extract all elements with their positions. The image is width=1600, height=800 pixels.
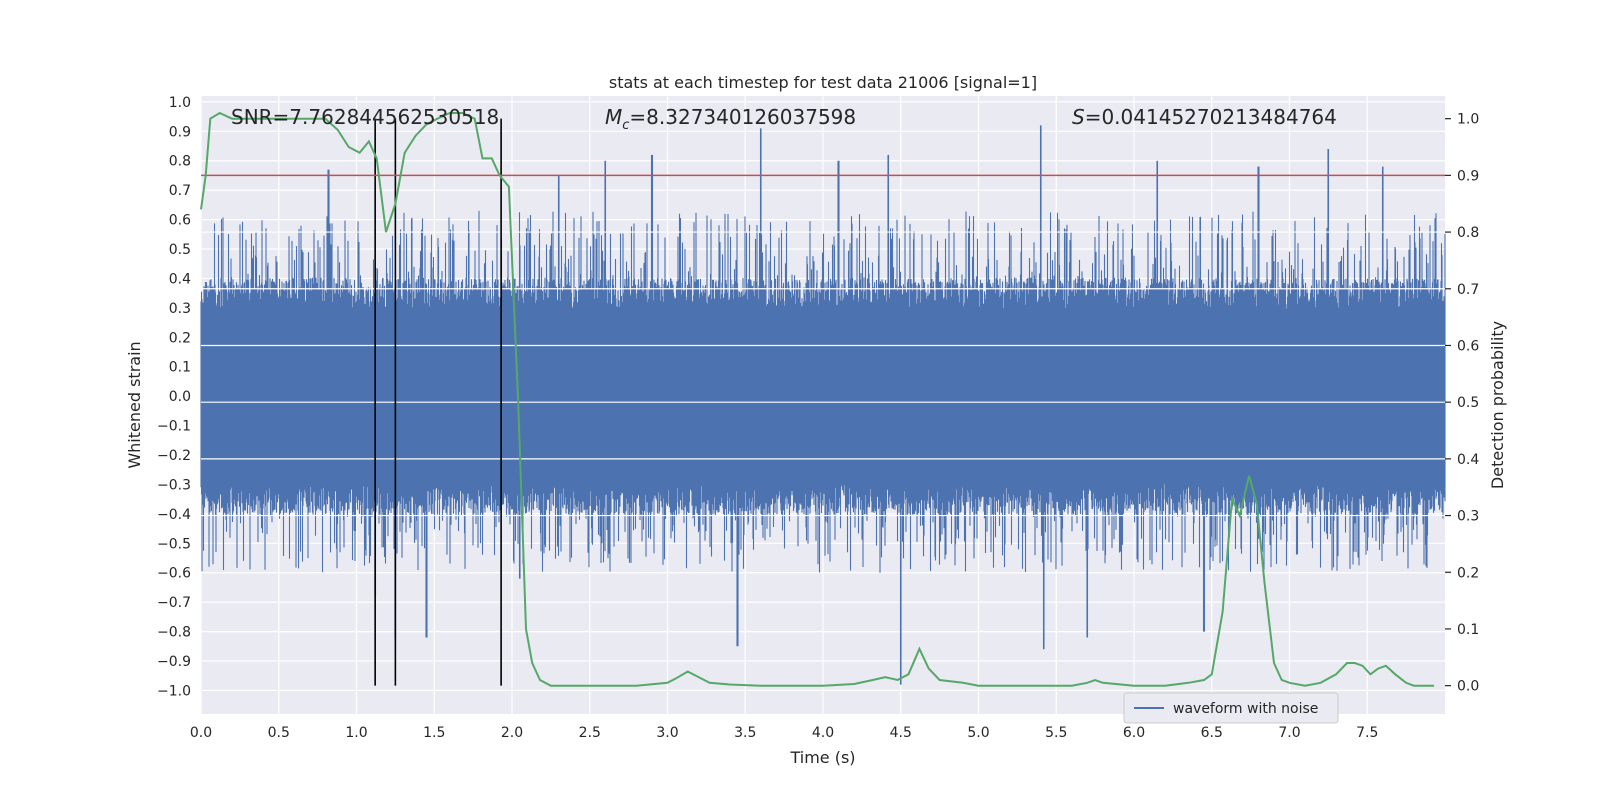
left-y-tick-label: −0.8 bbox=[157, 625, 191, 641]
x-tick-label: 7.5 bbox=[1356, 725, 1378, 741]
chirp-mass-annotation: Mc=8.327340126037598 bbox=[605, 105, 856, 133]
x-tick-label: 0.0 bbox=[190, 725, 212, 741]
left-y-tick-label: 0.1 bbox=[169, 360, 191, 376]
left-y-tick-label: −0.5 bbox=[157, 536, 191, 552]
legend: waveform with noise bbox=[1123, 692, 1339, 724]
legend-label: waveform with noise bbox=[1173, 701, 1318, 717]
left-y-tick-label: 0.2 bbox=[169, 330, 191, 346]
left-y-tick-label: −0.7 bbox=[157, 595, 191, 611]
x-tick-label: 7.0 bbox=[1278, 725, 1300, 741]
x-tick-label: 3.0 bbox=[656, 725, 678, 741]
chirp-mass-value: =8.327340126037598 bbox=[629, 105, 856, 129]
right-y-tick-label: 0.8 bbox=[1457, 225, 1479, 241]
right-y-tick-label: 0.0 bbox=[1457, 679, 1479, 695]
left-y-tick-label: 0.0 bbox=[169, 389, 191, 405]
grid-overlay bbox=[201, 231, 1445, 517]
x-axis-ticks: 0.0 0.5 1.0 1.5 2.0 2.5 3.0 3.5 4.0 4.5 5.0 5.5 6.0 6… bbox=[190, 725, 1379, 741]
left-y-tick-label: 0.4 bbox=[169, 271, 191, 287]
x-tick-label: 3.5 bbox=[734, 725, 756, 741]
right-y-tick-label: 0.6 bbox=[1457, 338, 1479, 354]
x-tick-label: 4.5 bbox=[890, 725, 912, 741]
left-y-tick-label: 0.7 bbox=[169, 183, 191, 199]
left-y-tick-label: −0.3 bbox=[157, 477, 191, 493]
x-tick-label: 2.5 bbox=[579, 725, 601, 741]
event-markers bbox=[374, 118, 502, 686]
right-y-tick-label: 0.2 bbox=[1457, 565, 1479, 581]
right-y-tick-label: 0.1 bbox=[1457, 622, 1479, 638]
x-tick-label: 6.0 bbox=[1123, 725, 1145, 741]
left-y-tick-label: 0.8 bbox=[169, 154, 191, 170]
s-symbol: S bbox=[1072, 105, 1085, 129]
chirp-mass-symbol: M bbox=[605, 105, 622, 129]
left-y-tick-label: −0.4 bbox=[157, 507, 191, 523]
right-y-tick-label: 0.7 bbox=[1457, 282, 1479, 298]
chart-title: stats at each timestep for test data 210… bbox=[609, 73, 1037, 92]
right-y-tick-label: 0.5 bbox=[1457, 395, 1479, 411]
x-tick-label: 0.5 bbox=[268, 725, 290, 741]
left-y-tick-label: −0.1 bbox=[157, 419, 191, 435]
left-y-tick-label: −0.6 bbox=[157, 566, 191, 582]
left-y-tick-label: 1.0 bbox=[169, 95, 191, 111]
x-tick-label: 1.5 bbox=[423, 725, 445, 741]
left-y-tick-label: 0.6 bbox=[169, 213, 191, 229]
right-y-tick-label: 0.3 bbox=[1457, 509, 1479, 525]
left-y-tick-label: −0.2 bbox=[157, 448, 191, 464]
x-tick-label: 5.0 bbox=[967, 725, 989, 741]
right-y-axis-ticks: 1.0 0.9 0.8 0.7 0.6 0.5 0.4 0.3 0.2 0.1 0.0 bbox=[1445, 112, 1479, 695]
left-y-tick-label: 0.3 bbox=[169, 301, 191, 317]
s-value: =0.041452702134847​64 bbox=[1085, 105, 1337, 129]
left-y-axis-label: Whitened strain bbox=[125, 341, 144, 468]
x-tick-label: 4.0 bbox=[812, 725, 834, 741]
x-tick-label: 1.0 bbox=[345, 725, 367, 741]
left-y-tick-label: −0.9 bbox=[157, 654, 191, 670]
x-tick-label: 6.5 bbox=[1201, 725, 1223, 741]
right-y-tick-label: 0.4 bbox=[1457, 452, 1479, 468]
left-y-tick-label: 0.5 bbox=[169, 242, 191, 258]
right-y-tick-label: 0.9 bbox=[1457, 168, 1479, 184]
left-y-axis-ticks: 1.0 0.9 0.8 0.7 0.6 0.5 0.4 0.3 0.2 0.1 0.0 −0.1 −0.… bbox=[157, 95, 191, 700]
snr-annotation: SNR=7.762844562530518 bbox=[231, 105, 499, 129]
x-tick-label: 2.0 bbox=[501, 725, 523, 741]
legend-box bbox=[1123, 692, 1339, 724]
x-tick-label: 5.5 bbox=[1045, 725, 1067, 741]
chirp-mass-subscript: c bbox=[622, 118, 629, 133]
detection-probability-line bbox=[200, 111, 1435, 687]
left-y-tick-label: 0.9 bbox=[169, 124, 191, 140]
right-y-tick-label: 1.0 bbox=[1457, 112, 1479, 128]
left-y-tick-label: −1.0 bbox=[157, 683, 191, 699]
s-annotation: S=0.041452702134847​64 bbox=[1072, 105, 1337, 129]
right-y-axis-label: Detection probability bbox=[1488, 321, 1507, 489]
x-axis-label: Time (s) bbox=[789, 748, 855, 767]
